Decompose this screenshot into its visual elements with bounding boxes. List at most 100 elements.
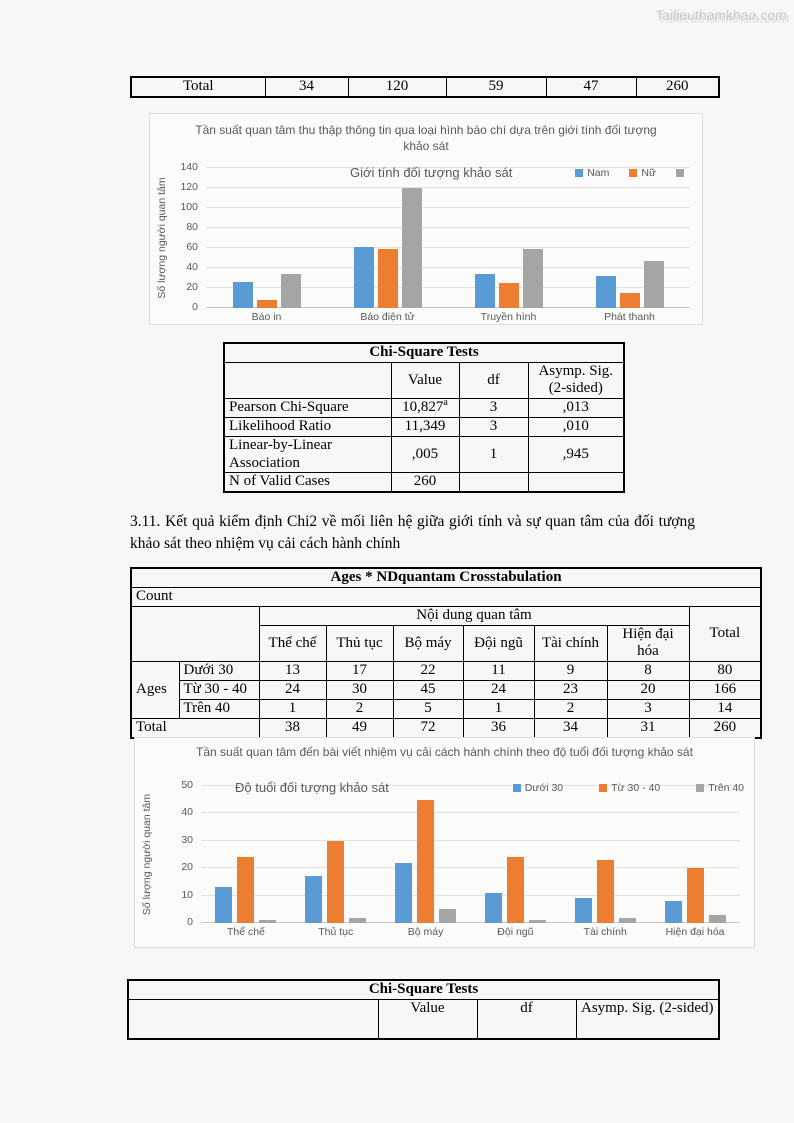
legend-swatch	[696, 784, 705, 792]
table-row: N of Valid Cases 260	[223, 472, 625, 493]
table-header-row: Value df Asymp. Sig. (2-sided)	[223, 361, 625, 400]
legend-item: Từ 30 - 40	[599, 782, 660, 794]
y-tick-label: 20	[181, 861, 193, 874]
bar	[596, 859, 614, 923]
bar-groups	[201, 786, 740, 923]
y-tick-label: 50	[181, 779, 193, 791]
total-cell: 38	[258, 718, 327, 739]
row-total-cell: 166	[688, 680, 762, 701]
bar	[498, 283, 519, 308]
category-label: Thể chế	[226, 926, 265, 938]
bar	[395, 862, 413, 923]
bar	[574, 898, 592, 923]
category-label: Phát thanh	[604, 311, 655, 323]
category-label: Thủ tục	[318, 926, 354, 938]
total-value-cell: 59	[445, 76, 547, 98]
category-label: Đội ngũ	[497, 926, 534, 938]
data-cell: 24	[258, 680, 327, 701]
bar	[232, 282, 253, 308]
legend-swatch	[676, 169, 684, 177]
legend-label: Nữ	[641, 167, 656, 179]
footnote-marker: a	[443, 398, 448, 409]
legend-swatch	[599, 784, 608, 792]
data-cell: 2	[533, 699, 608, 720]
sig-cell: ,945	[527, 436, 625, 474]
sig-cell: ,010	[527, 417, 625, 438]
table-row: Ages Dưới 30 13 17 22 11 9 8 80	[130, 661, 762, 720]
gridline	[206, 287, 690, 288]
category-label: Truyền hình	[480, 311, 537, 323]
bar	[256, 300, 277, 308]
data-cell: 45	[392, 680, 464, 701]
gridline	[206, 167, 690, 168]
value-cell: ,005	[390, 436, 460, 474]
gridline	[206, 307, 690, 308]
grand-total-cell: 260	[688, 718, 762, 739]
col-header: Hiện đại hóa	[606, 624, 690, 663]
table-row: Chi-Square Tests	[127, 979, 720, 1000]
bar	[506, 857, 524, 923]
total-cell: 34	[533, 718, 608, 739]
chart-title-text: Tần suất quan tâm thu thập thông tin qua…	[195, 123, 657, 154]
bar	[618, 917, 636, 923]
chart-title: Tần suất quan tâm thu thập thông tin qua…	[150, 122, 702, 154]
value-cell: 10,827a	[390, 398, 460, 419]
bar-chart-tasks-by-age: Tần suất quan tâm đến bài viết nhiệm vụ …	[134, 737, 755, 948]
total-label-cell: Total	[130, 76, 266, 98]
gridline	[206, 227, 690, 228]
value-text: 10,827	[402, 399, 444, 416]
row-label: Dưới 30	[178, 661, 260, 682]
bar-groups	[206, 168, 690, 308]
total-cell: 72	[392, 718, 464, 739]
df-cell: 1	[458, 436, 529, 474]
row-label: Linear-by-Linear Association	[223, 436, 392, 474]
category-label: Bộ máy	[407, 926, 444, 938]
table-total-row: Total 38 49 72 36 34 31 260	[130, 718, 762, 739]
total-value-cell: 47	[545, 76, 637, 98]
bar	[484, 892, 502, 923]
bar	[643, 261, 664, 308]
y-axis-title: Số lượng người quan tâm	[141, 793, 153, 916]
col-header-total: Total	[688, 605, 762, 663]
legend-title: Giới tính đối tượng khảo sát	[350, 165, 513, 180]
y-axis-title: Số lượng người quan tâm	[156, 177, 168, 299]
legend-item: Trên 40	[696, 782, 744, 794]
bar-group	[448, 168, 569, 308]
table-title: Chi-Square Tests	[127, 979, 720, 1000]
gridline	[201, 812, 740, 814]
legend-item	[676, 169, 688, 177]
legend-label: Từ 30 - 40	[611, 782, 661, 794]
legend-swatch	[575, 169, 584, 177]
chart-legend: Dưới 30 Từ 30 - 40 Trên 40	[512, 782, 744, 794]
legend-item: Dưới 30	[512, 782, 563, 794]
gridline	[201, 894, 740, 896]
data-cell: 1	[258, 699, 327, 720]
data-cell: 23	[533, 680, 608, 701]
value-cell: 11,349	[390, 417, 460, 438]
table-title: Ages * NDquantam Crosstabulation	[130, 567, 762, 588]
watermark: Tailieuthamkhao.com	[655, 7, 787, 23]
data-cell: 24	[462, 680, 535, 701]
bar	[708, 914, 726, 923]
y-tick-label: 140	[180, 161, 198, 173]
data-cell: 22	[392, 661, 464, 682]
total-value-cell: 34	[264, 76, 349, 98]
bar	[474, 274, 495, 308]
count-label: Count	[130, 586, 762, 607]
total-row-label: Total	[130, 718, 260, 739]
bar	[686, 868, 704, 923]
plot-area	[201, 785, 740, 923]
table-row: Từ 30 - 40 24 30 45 24 23 20 166	[131, 680, 762, 701]
bar-group	[569, 168, 690, 308]
chi-square-table-2: Chi-Square Tests Value df Asymp. Sig. (2…	[127, 979, 721, 1041]
section-heading-3-11: 3.11. Kết quả kiểm định Chi2 về mối liên…	[130, 513, 695, 552]
category-labels: Báo in Báo điện tử Truyền hình Phát thanh	[206, 311, 690, 323]
bar-group	[327, 168, 448, 308]
y-tick-label: 10	[181, 888, 193, 901]
empty-stub-cell	[130, 605, 260, 663]
bar	[280, 274, 301, 308]
bar	[401, 188, 422, 308]
col-header-df: df	[476, 998, 577, 1040]
gridline	[206, 247, 690, 248]
